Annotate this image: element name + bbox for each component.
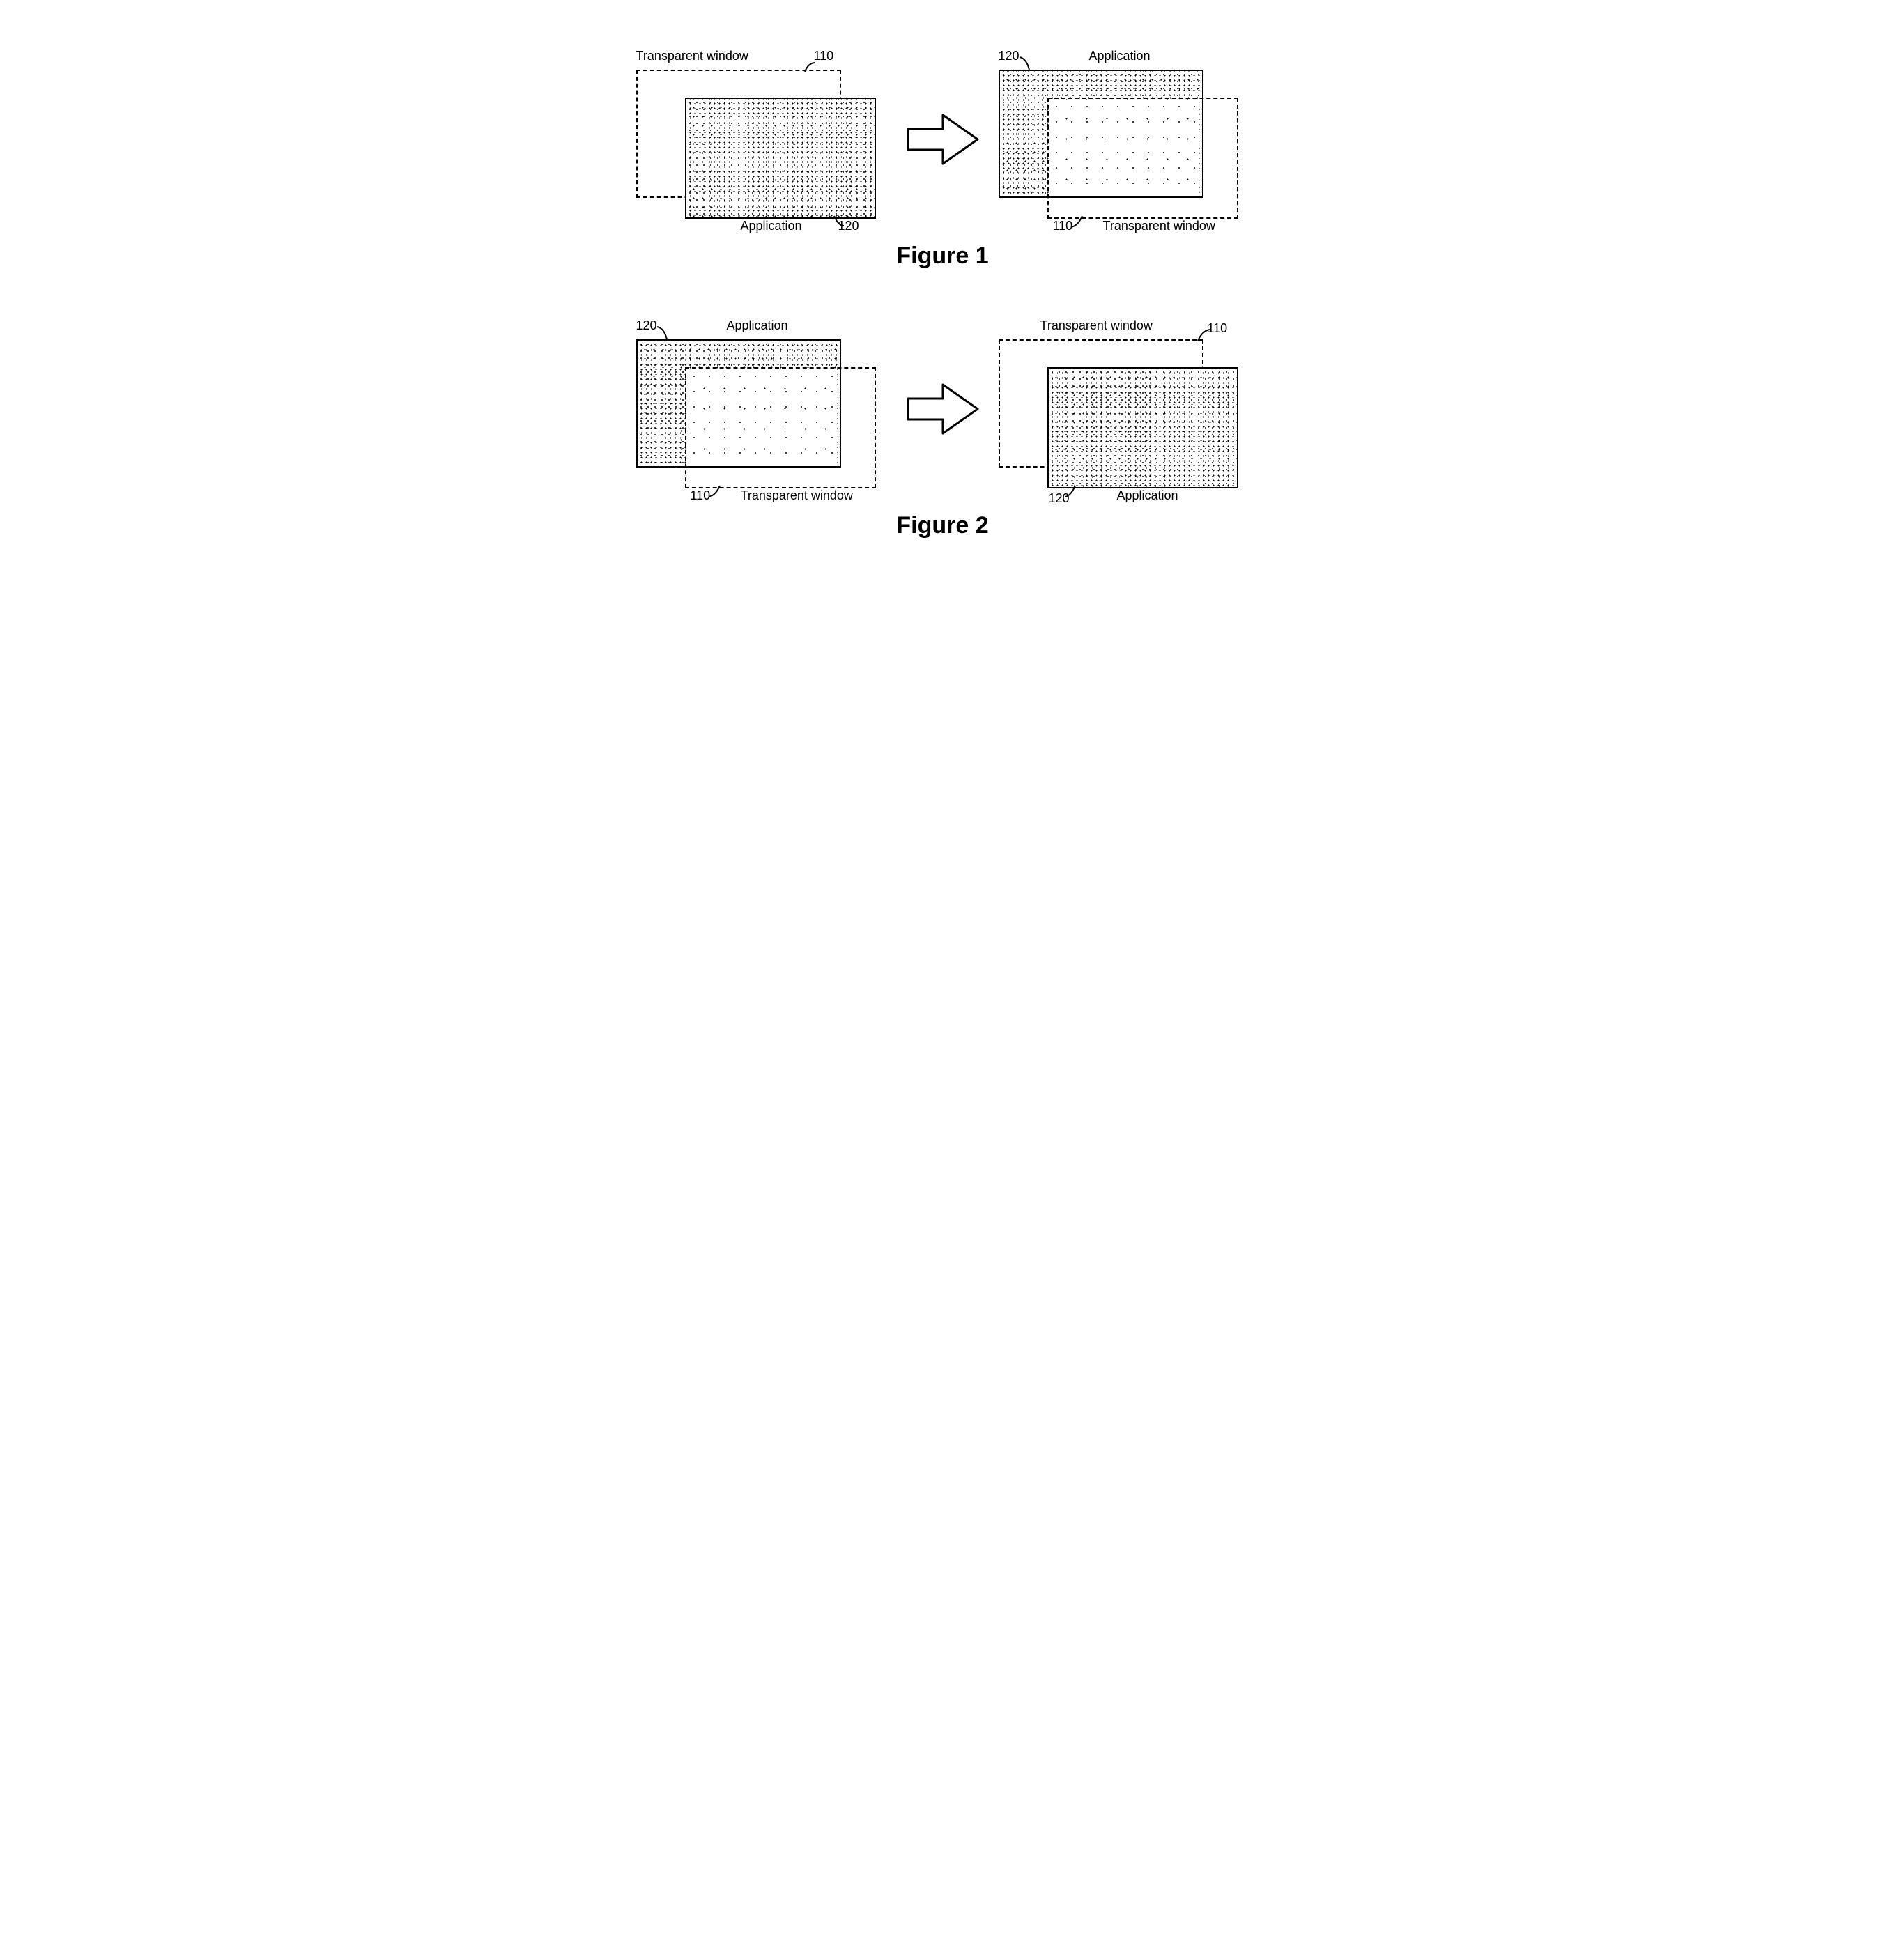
leader-110 bbox=[798, 61, 819, 75]
figure2-row: 120 Application Transparent window 110 T… bbox=[629, 318, 1256, 500]
fig2-left-panel: 120 Application Transparent window 110 bbox=[636, 318, 887, 500]
arrow-icon bbox=[901, 105, 985, 174]
figure1-caption: Figure 1 bbox=[629, 242, 1256, 270]
fig1-right-panel: 120 Application Transparent window 110 bbox=[999, 49, 1249, 230]
page: Transparent window 110 Application 120 bbox=[629, 49, 1256, 539]
fig2-right-panel: Transparent window 110 Application 120 bbox=[999, 318, 1249, 500]
leader-120 bbox=[830, 213, 849, 227]
transparent-window-label: Transparent window bbox=[1103, 219, 1215, 233]
application-box bbox=[1047, 367, 1238, 488]
leader-120b bbox=[1018, 56, 1036, 72]
application-box bbox=[685, 98, 876, 219]
application-label: Application bbox=[741, 219, 802, 233]
leader-110c bbox=[706, 483, 725, 498]
overlap-region bbox=[686, 369, 837, 463]
application-label: Application bbox=[727, 318, 788, 333]
transparent-window-label: Transparent window bbox=[1040, 318, 1153, 333]
transparent-window-label: Transparent window bbox=[741, 488, 853, 503]
arrow-icon bbox=[901, 374, 985, 444]
transparent-window-label: Transparent window bbox=[636, 49, 748, 63]
figure1-row: Transparent window 110 Application 120 bbox=[629, 49, 1256, 230]
application-label: Application bbox=[1117, 488, 1178, 503]
application-label: Application bbox=[1089, 49, 1151, 63]
leader-120c bbox=[656, 325, 674, 342]
ref-120: 120 bbox=[636, 318, 657, 333]
overlap-region bbox=[1049, 99, 1199, 194]
leader-110b bbox=[1068, 213, 1088, 229]
figure2-caption: Figure 2 bbox=[629, 512, 1256, 539]
leader-110d bbox=[1192, 328, 1213, 344]
leader-120d bbox=[1063, 483, 1082, 498]
fig1-left-panel: Transparent window 110 Application 120 bbox=[636, 49, 887, 230]
ref-120: 120 bbox=[999, 49, 1020, 63]
